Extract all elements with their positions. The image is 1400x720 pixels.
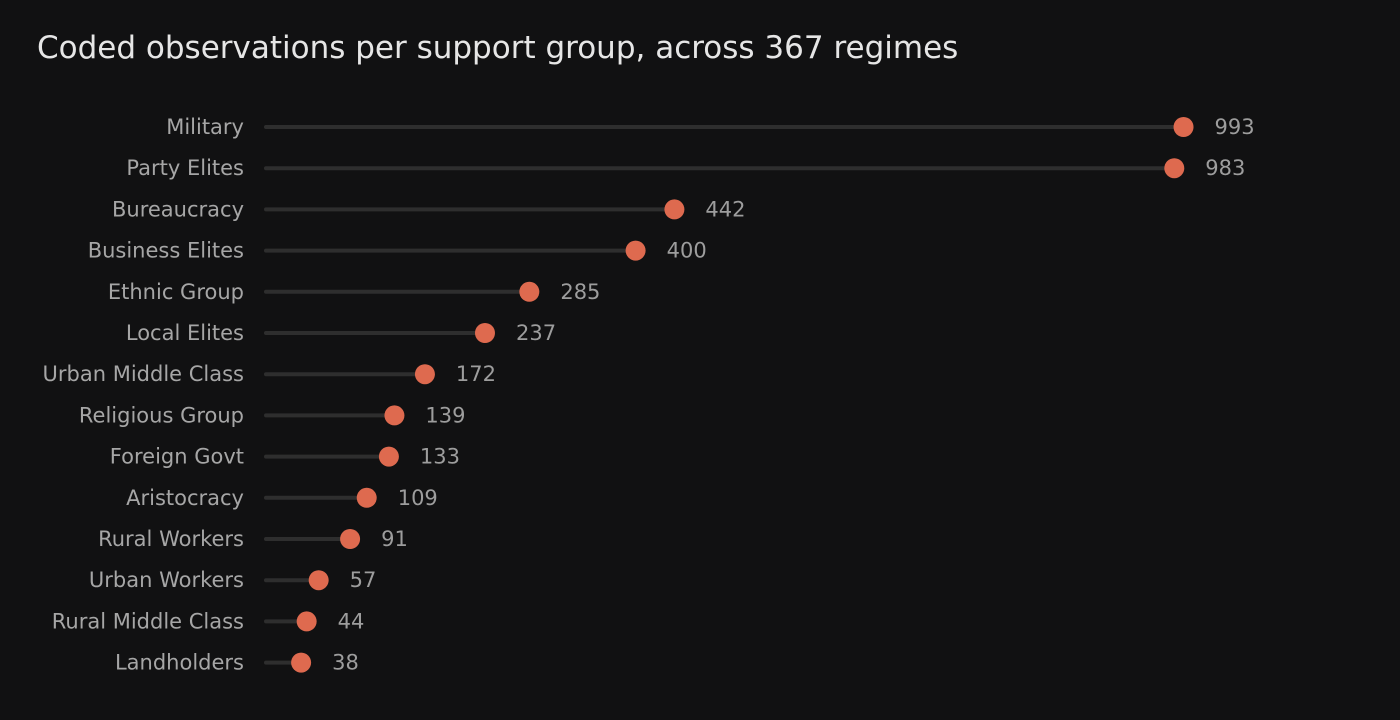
category-label: Military	[166, 115, 244, 139]
lollipop-point	[356, 487, 377, 508]
value-label: 38	[332, 651, 359, 675]
row-urban-workers: Urban Workers 57	[89, 568, 377, 592]
category-label: Aristocracy	[126, 486, 244, 510]
category-label: Rural Middle Class	[52, 609, 244, 633]
category-label: Business Elites	[88, 239, 244, 263]
row-urban-middle-class: Urban Middle Class 172	[43, 362, 497, 386]
category-label: Rural Workers	[98, 527, 244, 551]
lollipop-point	[340, 529, 361, 549]
value-label: 237	[516, 321, 556, 345]
row-local-elites: Local Elites 237	[126, 321, 556, 345]
value-label: 139	[425, 403, 465, 427]
category-label: Party Elites	[126, 156, 244, 180]
category-label: Local Elites	[126, 321, 244, 345]
value-label: 172	[456, 362, 496, 386]
category-label: Urban Middle Class	[43, 362, 244, 386]
value-label: 442	[705, 197, 745, 221]
category-label: Landholders	[115, 651, 244, 675]
row-military: Military 993	[166, 115, 1254, 139]
value-label: 983	[1205, 156, 1245, 180]
value-label: 109	[398, 486, 438, 510]
value-label: 285	[560, 280, 600, 304]
lollipop-point	[384, 405, 405, 426]
value-label: 400	[667, 239, 707, 263]
lollipop-point	[378, 446, 399, 467]
lollipop-point	[519, 281, 540, 302]
lollipop-point	[1164, 158, 1185, 179]
lollipop-point	[296, 611, 317, 632]
value-label: 993	[1215, 115, 1255, 139]
row-business-elites: Business Elites 400	[88, 239, 707, 263]
row-rural-workers: Rural Workers 91	[98, 527, 408, 551]
lollipop-point	[291, 652, 312, 673]
row-aristocracy: Aristocracy 109	[126, 486, 438, 510]
row-bureaucracy: Bureaucracy 442	[112, 197, 746, 221]
row-party-elites: Party Elites 983	[126, 156, 1245, 180]
category-label: Foreign Govt	[110, 445, 244, 469]
value-label: 133	[420, 445, 460, 469]
lollipop-point	[664, 199, 685, 220]
chart-title: Coded observations per support group, ac…	[37, 30, 959, 66]
value-label: 57	[350, 568, 377, 592]
lollipop-point	[625, 240, 646, 261]
lollipop-point	[414, 364, 435, 385]
category-label: Bureaucracy	[112, 197, 244, 221]
lollipop-point	[1173, 117, 1194, 137]
category-label: Urban Workers	[89, 568, 244, 592]
value-label: 91	[381, 527, 408, 551]
lollipop-point	[308, 570, 329, 591]
value-label: 44	[338, 609, 365, 633]
row-rural-middle-class: Rural Middle Class 44	[52, 609, 365, 633]
lollipop-point	[474, 323, 495, 343]
category-label: Ethnic Group	[108, 280, 244, 304]
row-religious-group: Religious Group 139	[79, 403, 466, 427]
category-label: Religious Group	[79, 403, 244, 427]
row-foreign-govt: Foreign Govt 133	[110, 445, 460, 469]
row-ethnic-group: Ethnic Group 285	[108, 280, 601, 304]
row-landholders: Landholders 38	[115, 651, 359, 675]
